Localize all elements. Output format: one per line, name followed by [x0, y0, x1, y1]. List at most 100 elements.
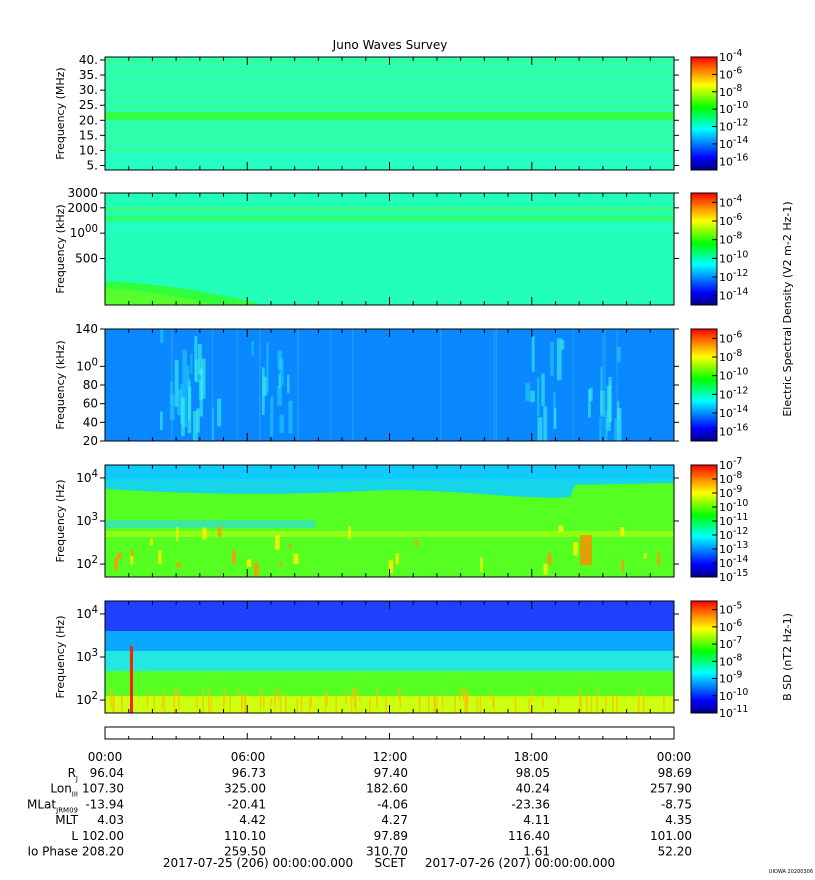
ephemeris-row-label: RJ [68, 766, 78, 783]
emission-spike [616, 694, 618, 713]
colorbar-label: B SD (nT2 Hz-1) [781, 613, 794, 701]
emission-streak [181, 397, 185, 437]
spectrogram-patch [105, 193, 674, 305]
colorbar-tick-label: 10-8 [719, 470, 742, 486]
emission-spike [308, 697, 311, 713]
emission-streak [616, 329, 618, 441]
emission-spot [395, 553, 399, 565]
emission-spike [454, 694, 456, 713]
emission-spike [353, 688, 356, 709]
spectrogram-patch [105, 105, 674, 108]
y-tick-label: 102 [76, 691, 98, 707]
ephemeris-value: 40.24 [516, 782, 550, 796]
y-tick-label: 20. [79, 113, 98, 127]
emission-spot [254, 562, 259, 577]
ephemeris-value: 101.00 [650, 829, 692, 843]
colorbar [690, 600, 718, 714]
y-axis-label: Frequency (Hz) [54, 616, 67, 699]
emission-spike [324, 692, 327, 713]
colorbar-tick-label: 10-4 [719, 48, 742, 64]
emission-spike [178, 691, 180, 710]
colorbar-tick-label: 10-15 [719, 568, 748, 584]
emission-spot [117, 552, 122, 559]
emission-streak [602, 329, 604, 441]
emission-streak [176, 389, 182, 416]
emission-spike [263, 692, 265, 709]
emission-spike [112, 692, 114, 713]
ephemeris-value: 102.00 [82, 829, 124, 843]
emission-spot [202, 527, 207, 540]
spectrogram-patch [105, 225, 674, 231]
emission-spike [492, 696, 494, 708]
emission-spike [345, 689, 347, 704]
emission-streak [351, 329, 354, 441]
emission-spot [573, 541, 578, 556]
emission-spike [241, 693, 243, 707]
colorbar-tick-label: 10-12 [719, 526, 748, 542]
emission-spike [672, 693, 674, 713]
emission-spot [620, 527, 625, 536]
emission-spike [435, 697, 438, 712]
emission-spot [558, 525, 564, 532]
emission-spike [196, 696, 198, 708]
emission-streak [160, 411, 163, 430]
emission-spike [663, 693, 665, 710]
y-axis-label: Frequency (kHz) [54, 340, 67, 429]
chart-title: Juno Waves Survey [332, 38, 448, 52]
emission-streak [199, 368, 203, 417]
emission-streak [556, 338, 562, 381]
colorbar-tick-label: 10-6 [719, 618, 742, 634]
panel-lfr-high: 140 100 80 60 40 20 Frequency (kHz) 10-6 10-8 10-… [54, 322, 748, 448]
y-axis-label: Frequency (kHz) [54, 204, 67, 293]
spectrogram-patch [105, 112, 674, 120]
emission-streak [288, 400, 293, 434]
emission-streak [279, 414, 284, 433]
emission-streak [258, 329, 261, 441]
emission-streak [279, 359, 284, 386]
emission-streak [188, 379, 191, 421]
ephemeris-value: 107.30 [82, 782, 124, 796]
emission-spike [153, 689, 155, 710]
y-tick-label: 40 [83, 415, 98, 429]
emission-spike [163, 689, 166, 713]
colorbar-tick-label: 10-9 [719, 670, 742, 686]
emission-spike [173, 693, 176, 713]
footer-start-time: 2017-07-25 (206) 00:00:00.000 [163, 856, 353, 870]
emission-spike [259, 687, 262, 711]
emission-streak [608, 377, 612, 422]
emission-spike [489, 691, 492, 700]
colorbar-tick-label: 10-12 [719, 385, 748, 401]
emission-band [105, 465, 674, 498]
spectrogram-patch [105, 83, 674, 86]
emission-spike [359, 691, 361, 701]
emission-spike [385, 696, 387, 713]
colorbar [690, 56, 718, 171]
y-axis-label: Frequency (MHz) [54, 67, 67, 159]
spectrogram-hfr-low [105, 193, 674, 305]
emission-spike [605, 696, 607, 713]
colorbar-tick-label: 10-7 [719, 456, 742, 472]
spectrogram-patch [105, 149, 674, 152]
spectrogram-magnetic [105, 601, 674, 713]
emission-spot [158, 550, 162, 564]
emission-spike [433, 695, 436, 713]
emission-streak [277, 385, 282, 406]
emission-streak [537, 417, 543, 441]
emission-spot [176, 562, 182, 568]
emission-spike [352, 688, 354, 698]
emission-spike [466, 691, 469, 702]
emission-streak [201, 358, 206, 399]
emission-spike [369, 697, 371, 713]
emission-streak [192, 411, 198, 441]
emission-streak [536, 377, 540, 417]
ephemeris-value: 1.61 [523, 845, 550, 859]
ephemeris-value: 4.11 [523, 813, 550, 827]
emission-spike [310, 693, 313, 707]
emission-spike [110, 687, 112, 708]
emission-spike [462, 686, 464, 701]
emission-spike [229, 693, 231, 713]
spectrogram-patch [105, 94, 674, 97]
emission-streak [266, 342, 269, 393]
